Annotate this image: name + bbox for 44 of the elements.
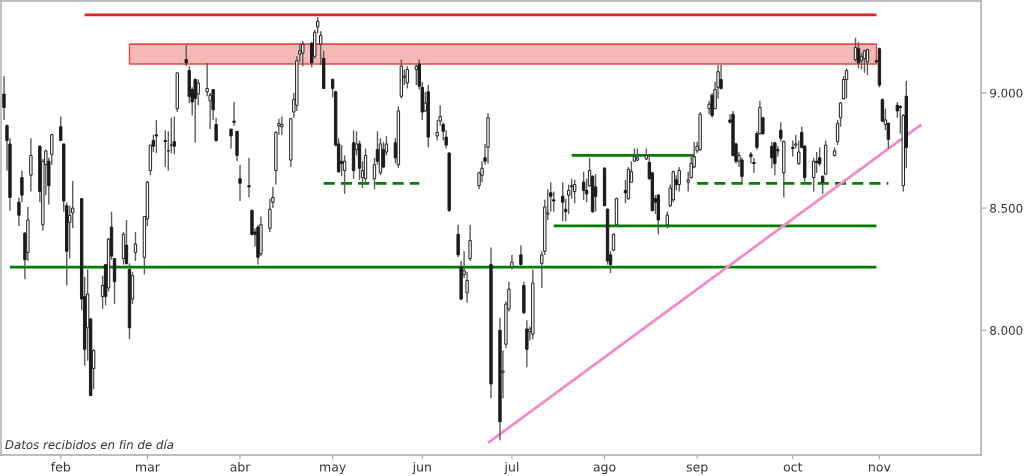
y-tick-label: 9.000 bbox=[990, 88, 1023, 98]
x-tick-label: abr bbox=[230, 461, 251, 472]
candlestick bbox=[456, 224, 460, 259]
y-tick-label: 8.500 bbox=[990, 203, 1023, 213]
candlestick bbox=[567, 183, 571, 215]
candlestick bbox=[29, 137, 33, 193]
candlestick bbox=[339, 144, 344, 178]
candlestick bbox=[184, 44, 188, 67]
x-tick-label: may bbox=[320, 464, 346, 475]
candlestick bbox=[363, 147, 368, 186]
candlestick bbox=[814, 151, 819, 174]
x-tick-label: oct bbox=[783, 462, 803, 472]
candlestick bbox=[2, 75, 6, 121]
candlestick bbox=[525, 319, 529, 368]
candlestick bbox=[133, 231, 138, 262]
candlestick bbox=[172, 115, 176, 156]
candlestick bbox=[232, 101, 236, 127]
candlestick bbox=[773, 140, 777, 176]
candlestick bbox=[238, 164, 242, 202]
candlestick bbox=[229, 128, 233, 150]
candlestick bbox=[519, 244, 523, 267]
candlestick bbox=[193, 77, 197, 144]
candlestick bbox=[581, 171, 586, 201]
candlestick bbox=[820, 174, 825, 195]
x-tick-label: feb bbox=[51, 461, 71, 472]
candlestick bbox=[59, 115, 63, 142]
candlestick bbox=[196, 78, 200, 106]
x-tick-label: jul bbox=[504, 461, 519, 475]
candlestick bbox=[414, 64, 418, 86]
candlestick bbox=[844, 67, 849, 100]
candlestick bbox=[468, 224, 472, 262]
x-tick-label: jun bbox=[412, 461, 431, 475]
x-tick-label: nov bbox=[869, 464, 891, 472]
candlestick bbox=[301, 40, 305, 67]
candlestick bbox=[280, 115, 284, 136]
candlestick bbox=[247, 157, 251, 199]
candlestick bbox=[561, 181, 565, 222]
candlestick bbox=[435, 119, 439, 142]
candlestick bbox=[510, 254, 514, 271]
x-tick-label: ago bbox=[593, 464, 616, 475]
x-tick-label: mar bbox=[136, 464, 160, 472]
annotation: Datos recibidos en fin de día bbox=[5, 439, 174, 450]
x-tick-label: sep bbox=[686, 464, 708, 475]
y-tick-label: 8.000 bbox=[990, 326, 1023, 335]
